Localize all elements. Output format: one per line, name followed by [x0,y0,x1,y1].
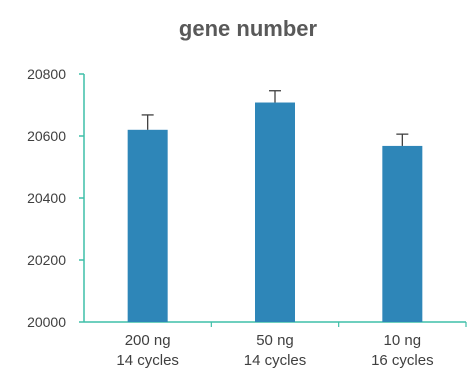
x-category-label: 16 cycles [371,352,434,369]
y-tick-label: 20000 [27,314,66,330]
x-category-label: 10 ng [384,332,422,349]
y-tick-label: 20400 [27,190,66,206]
bar [382,145,423,322]
y-tick-label: 20200 [27,252,66,268]
x-category-label: 50 ng [256,332,294,349]
bar [127,129,168,322]
chart-title: gene number [179,16,318,41]
labels: 20000 20200 20400 20600 20800 200 ng 14 cycles… [27,66,434,369]
bar [255,102,295,323]
bars [127,90,423,323]
y-tick-label: 20600 [27,128,66,144]
x-category-label: 200 ng [125,332,171,349]
y-tick-label: 20800 [27,66,66,82]
x-category-label: 14 cycles [244,352,307,369]
x-category-label: 14 cycles [116,352,179,369]
